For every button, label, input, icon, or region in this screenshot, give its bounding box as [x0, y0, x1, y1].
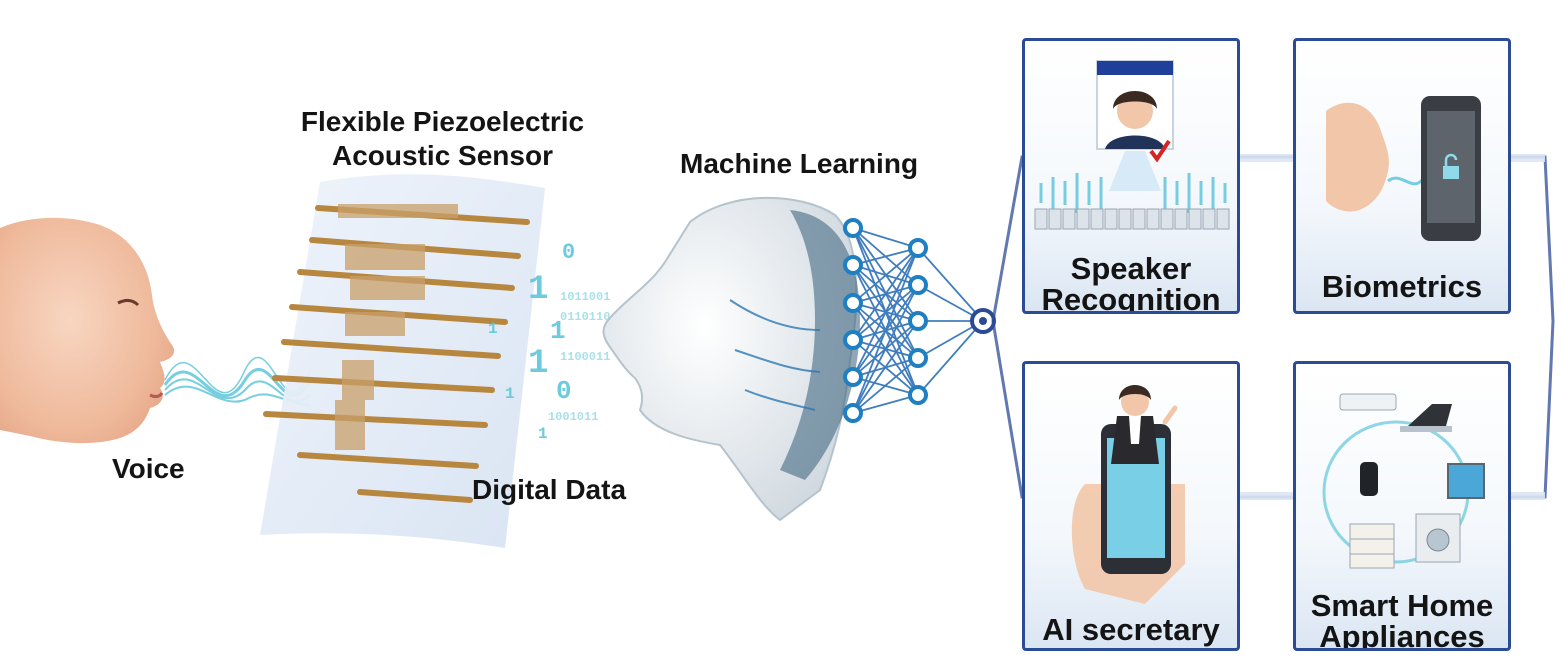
lock-icon: [1443, 166, 1459, 179]
check-icon: [1149, 139, 1171, 163]
smart-home-label: Smart Home Appliances: [1296, 588, 1508, 651]
svg-text:0110110: 0110110: [560, 310, 610, 324]
speaker-recognition-line2: Recognition: [1041, 282, 1221, 314]
svg-text:1: 1: [550, 316, 566, 346]
svg-text:1001011: 1001011: [548, 410, 598, 424]
biometrics-label: Biometrics: [1321, 269, 1483, 304]
binary-data-icon: 0 1 1 1 0 1 1 1 1011001 0110110 1100011 …: [488, 240, 610, 443]
card-ai-secretary: AI secretary: [1022, 361, 1240, 651]
svg-text:1: 1: [528, 271, 548, 309]
sensor-title-line2: Acoustic Sensor: [332, 140, 553, 171]
sensor-title: Flexible Piezoelectric Acoustic Sensor: [280, 108, 605, 170]
human-face-profile-icon: [0, 217, 175, 444]
svg-text:1100011: 1100011: [560, 350, 610, 364]
svg-text:1011001: 1011001: [560, 290, 610, 304]
card-biometrics: Biometrics: [1293, 38, 1511, 314]
smart-home-line1: Smart Home: [1310, 588, 1494, 623]
card-smart-home: Smart Home Appliances: [1293, 361, 1511, 651]
svg-text:1: 1: [488, 320, 498, 338]
biometrics-graphic: [1326, 96, 1481, 241]
svg-text:1: 1: [528, 345, 548, 383]
sensor-title-line1: Flexible Piezoelectric: [300, 106, 585, 137]
card-speaker-recognition: Speaker Recognition: [1022, 38, 1240, 314]
piezoelectric-sensor-icon: [260, 174, 545, 548]
voice-label: Voice: [112, 453, 185, 484]
speaker-recognition-graphic: [1034, 60, 1230, 230]
neural-network-icon: [843, 218, 996, 423]
svg-text:1: 1: [538, 425, 548, 443]
svg-text:0: 0: [556, 376, 572, 406]
svg-text:0: 0: [562, 240, 575, 265]
ai-secretary-graphic: [1071, 385, 1185, 604]
speaker-recognition-label: Speaker Recognition: [1025, 251, 1237, 314]
svg-text:1: 1: [505, 385, 515, 403]
smart-home-line2: Appliances: [1319, 619, 1485, 651]
machine-learning-label: Machine Learning: [680, 148, 919, 179]
speaker-recognition-line1: Speaker: [1070, 251, 1192, 286]
robot-head-icon: [602, 196, 860, 522]
smart-home-graphic: [1322, 393, 1485, 569]
ai-secretary-label: AI secretary: [1042, 612, 1220, 647]
digital-data-label: Digital Data: [472, 474, 627, 505]
